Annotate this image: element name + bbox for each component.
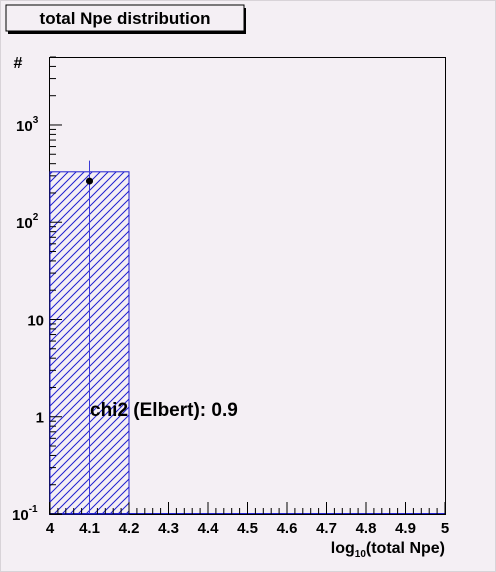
- x-axis-label-prefix: log: [331, 540, 355, 557]
- y-tick-base: 1: [36, 410, 44, 427]
- x-tick-label: 4.3: [158, 520, 179, 537]
- y-axis-label: #: [14, 55, 23, 72]
- x-tick-label: 4.2: [119, 520, 140, 537]
- y-tick-base: 10: [16, 118, 33, 135]
- x-axis: 4 4.1 4.2 4.3 4.4 4.5 4.6 4.7 4.8 4.9 5: [46, 502, 449, 537]
- title-box-frame: [5, 4, 245, 32]
- x-tick-label: 4.6: [277, 520, 298, 537]
- x-tick-label: 5: [441, 520, 449, 537]
- x-tick-label: 4.7: [316, 520, 337, 537]
- x-axis-label-subscript: 10: [355, 549, 367, 560]
- y-tick-base: 10: [12, 507, 29, 524]
- y-tick-base: 10: [16, 215, 33, 232]
- y-tick-exponent: 2: [33, 212, 39, 223]
- x-tick-label: 4.5: [237, 520, 258, 537]
- y-tick-label: 10: [27, 312, 44, 329]
- x-tick-label: 4.8: [356, 520, 377, 537]
- y-tick-base: 10: [27, 312, 44, 329]
- chi2-annotation: chi2 (Elbert): 0.9: [90, 400, 238, 421]
- y-tick-label: 10-1: [12, 504, 38, 524]
- x-axis-label-suffix: (total Npe): [366, 540, 445, 557]
- x-tick-label: 4.9: [395, 520, 416, 537]
- y-tick-label: 103: [16, 115, 39, 135]
- data-points: [86, 160, 93, 514]
- y-tick-label: 102: [16, 212, 39, 232]
- x-tick-label: 4.4: [198, 520, 220, 537]
- y-tick-label: 1: [36, 410, 44, 427]
- x-tick-label: 4: [46, 520, 55, 537]
- y-tick-exponent: 3: [33, 115, 39, 126]
- x-tick-label: 4.1: [79, 520, 100, 537]
- y-tick-exponent: -1: [29, 504, 38, 515]
- x-axis-label: log10(total Npe): [331, 540, 445, 560]
- chart-title: total Npe distribution: [40, 9, 211, 28]
- title-box: total Npe distribution: [5, 4, 246, 34]
- data-point: [86, 177, 93, 185]
